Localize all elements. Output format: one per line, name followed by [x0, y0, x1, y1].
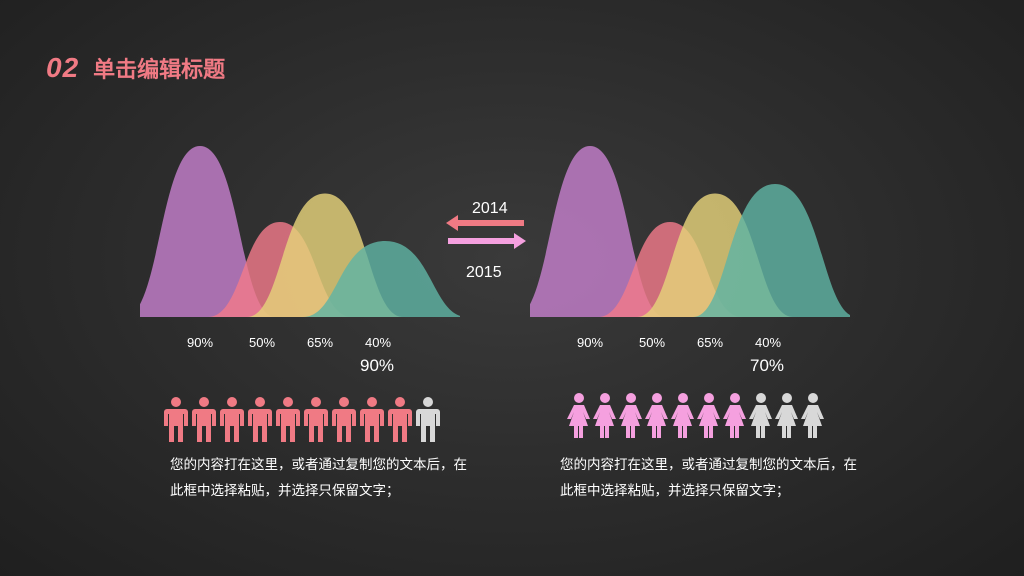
- area-hill-0: [140, 146, 275, 317]
- year-2014-label: 2014: [472, 200, 508, 217]
- right-summary-percent: 70%: [750, 356, 785, 375]
- female-person-icon: [670, 392, 696, 445]
- female-person-icon: [722, 392, 748, 445]
- female-person-icon: [774, 392, 800, 445]
- left-arrow-icon: [446, 215, 524, 231]
- male-person-icon: [358, 396, 386, 449]
- left-people-row: [162, 396, 442, 449]
- right-area-chart: 90% 50% 65% 40%: [530, 146, 850, 350]
- category-label-3: 40%: [365, 335, 391, 350]
- area-hill-3: [693, 184, 850, 317]
- male-person-icon: [246, 396, 274, 449]
- male-person-icon: [386, 396, 414, 449]
- right-arrow-icon: [448, 233, 526, 249]
- category-label-2: 65%: [697, 335, 723, 350]
- left-area-chart: 90% 50% 65% 40%: [140, 146, 460, 350]
- year-2015-label: 2015: [466, 264, 502, 281]
- category-label-1: 50%: [639, 335, 665, 350]
- female-person-icon: [696, 392, 722, 445]
- female-person-icon: [618, 392, 644, 445]
- female-person-icon: [800, 392, 826, 445]
- category-label-0: 90%: [577, 335, 603, 350]
- female-person-icon: [644, 392, 670, 445]
- male-person-icon: [302, 396, 330, 449]
- left-summary-percent: 90%: [360, 356, 395, 375]
- male-person-icon: [190, 396, 218, 449]
- left-body-text: 您的内容打在这里，或者通过复制您的文本后，在此框中选择粘贴，并选择只保留文字；: [170, 457, 467, 498]
- category-label-3: 40%: [755, 335, 781, 350]
- area-hill-3: [303, 241, 460, 317]
- female-person-icon: [592, 392, 618, 445]
- category-label-2: 65%: [307, 335, 333, 350]
- male-person-icon: [162, 396, 190, 449]
- category-label-0: 90%: [187, 335, 213, 350]
- male-person-icon: [330, 396, 358, 449]
- right-people-row: [566, 392, 826, 445]
- area-hill-0: [530, 146, 665, 317]
- female-person-icon: [566, 392, 592, 445]
- title-number: 02: [46, 52, 80, 83]
- female-person-icon: [748, 392, 774, 445]
- right-body-text: 您的内容打在这里，或者通过复制您的文本后，在此框中选择粘贴，并选择只保留文字；: [560, 457, 857, 498]
- male-person-icon: [414, 396, 442, 449]
- title-text: 单击编辑标题: [93, 57, 226, 82]
- male-person-icon: [218, 396, 246, 449]
- category-label-1: 50%: [249, 335, 275, 350]
- male-person-icon: [274, 396, 302, 449]
- slide-title: 02 单击编辑标题: [46, 52, 225, 84]
